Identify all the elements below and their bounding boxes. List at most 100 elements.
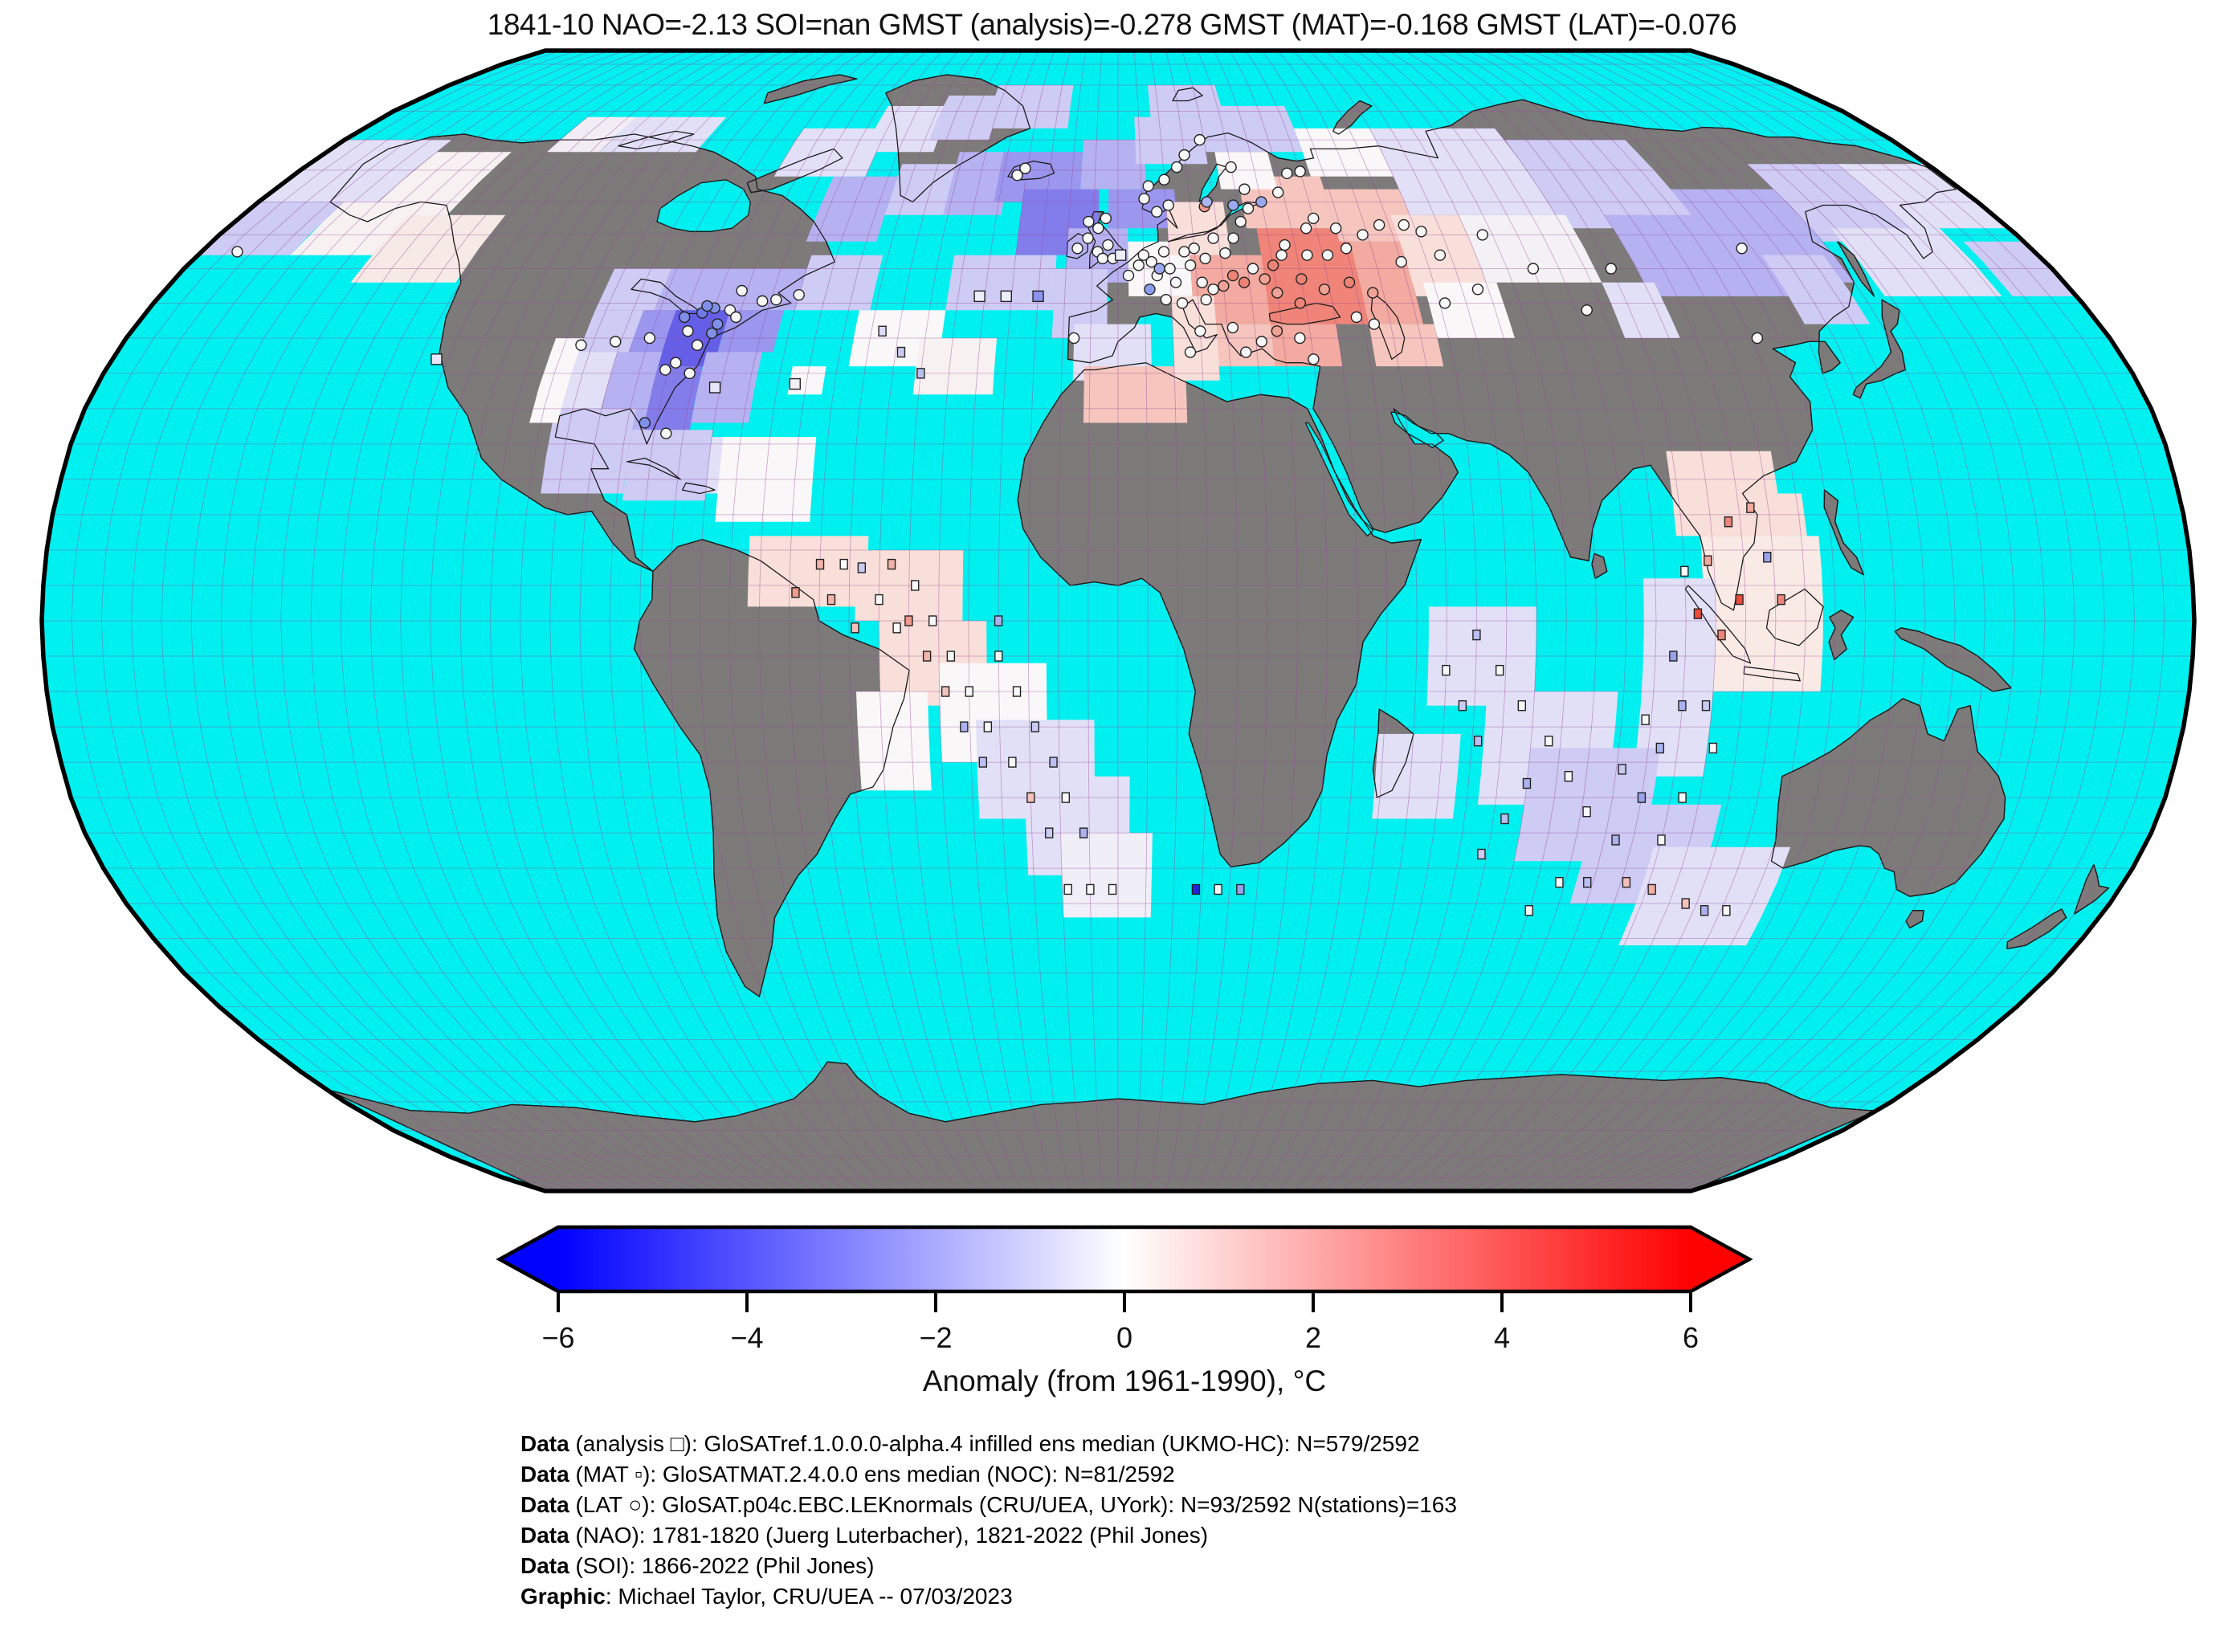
mat-square-marker xyxy=(1701,700,1711,712)
lat-station-circle-marker xyxy=(793,288,805,301)
colorbar-tick-label: 2 xyxy=(1305,1321,1321,1354)
lat-station-circle-marker xyxy=(1160,293,1173,306)
anomaly-cell xyxy=(598,352,663,423)
markers-layer xyxy=(231,133,1785,916)
mat-square-marker xyxy=(1678,792,1687,803)
lat-station-circle-marker xyxy=(1301,249,1313,261)
lat-station-circle-marker xyxy=(1132,259,1145,271)
lat-station-circle-marker xyxy=(1201,196,1213,208)
lat-station-circle-marker xyxy=(1169,276,1182,288)
mat-square-marker xyxy=(1700,905,1709,916)
lat-station-circle-marker xyxy=(756,295,769,308)
mat-square-marker xyxy=(1583,876,1592,888)
lat-station-circle-marker xyxy=(1395,255,1407,268)
colorbar-tick-label: −4 xyxy=(730,1321,763,1354)
mat-square-marker xyxy=(983,721,993,732)
credit-line: Data (LAT ○): GloSAT.p04c.EBC.LEKnormals… xyxy=(520,1492,1457,1517)
mat-square-marker xyxy=(994,615,1003,626)
lat-station-circle-marker xyxy=(770,293,782,306)
mat-square-marker xyxy=(994,651,1003,662)
credit-line: Data (SOI): 1866-2022 (Phil Jones) xyxy=(520,1553,875,1578)
mat-square-marker xyxy=(928,615,937,626)
mat-square-marker xyxy=(1458,700,1467,712)
mat-square-marker xyxy=(1063,883,1072,895)
mat-square-marker xyxy=(1012,686,1022,697)
lat-station-circle-marker xyxy=(1279,239,1291,251)
lat-station-circle-marker xyxy=(1219,247,1231,259)
anomaly-map xyxy=(39,48,2197,1193)
mat-square-marker xyxy=(887,558,896,570)
lat-station-circle-marker xyxy=(1294,297,1307,309)
anomaly-cell xyxy=(1214,152,1278,190)
mat-square-marker xyxy=(916,368,925,379)
lat-station-circle-marker xyxy=(1226,269,1239,282)
mat-square-marker xyxy=(1500,813,1509,825)
lat-station-circle-marker xyxy=(1178,246,1190,258)
lat-station-circle-marker xyxy=(1238,276,1251,288)
colorbar-tick-label: 0 xyxy=(1116,1321,1132,1354)
lat-station-circle-marker xyxy=(1329,222,1342,235)
colorbar-tick-label: −2 xyxy=(919,1321,952,1354)
mat-square-marker xyxy=(857,562,867,573)
mat-square-marker xyxy=(1473,735,1483,747)
mat-square-marker xyxy=(922,651,932,662)
anomaly-cell xyxy=(691,352,762,423)
mat-square-marker xyxy=(1442,664,1451,676)
analysis-square-marker xyxy=(1032,290,1044,303)
mat-square-marker xyxy=(1777,593,1785,606)
lat-station-circle-marker xyxy=(575,339,587,351)
lat-station-circle-marker xyxy=(712,318,724,330)
mat-square-marker xyxy=(1545,735,1553,747)
anomaly-cell xyxy=(546,116,637,153)
lat-station-circle-marker xyxy=(1255,196,1267,208)
mat-square-marker xyxy=(826,593,836,606)
lat-station-circle-marker xyxy=(1184,259,1197,271)
lat-station-circle-marker xyxy=(1096,252,1109,265)
anomaly-cell xyxy=(1369,128,1556,215)
analysis-square-marker xyxy=(1114,249,1127,261)
anomaly-cell xyxy=(984,85,1074,128)
colorbar-axis-label: Anomaly (from 1961-1990), °C xyxy=(923,1364,1326,1397)
anomaly-cell xyxy=(1602,282,1680,338)
mat-square-marker xyxy=(904,615,913,626)
mat-square-marker xyxy=(875,593,883,606)
credit-line: Graphic: Michael Taylor, CRU/UEA -- 07/0… xyxy=(520,1584,1013,1609)
lat-station-circle-marker xyxy=(706,327,718,340)
lat-station-circle-marker xyxy=(610,336,622,348)
anomaly-cell xyxy=(928,96,1003,141)
anomaly-cell xyxy=(578,310,644,353)
lat-station-circle-marker xyxy=(1200,293,1212,306)
lat-station-circle-marker xyxy=(1247,263,1259,275)
lat-station-circle-marker xyxy=(1226,321,1239,334)
lat-station-circle-marker xyxy=(1011,169,1023,182)
world-map-svg xyxy=(39,48,2197,1193)
mat-square-marker xyxy=(878,325,887,337)
anomaly-cell xyxy=(1761,255,1871,324)
mat-square-marker xyxy=(1680,565,1689,577)
mat-square-marker xyxy=(1524,905,1533,916)
lat-station-circle-marker xyxy=(701,300,713,312)
lat-station-circle-marker xyxy=(1162,199,1174,211)
map-outline xyxy=(39,48,2197,1193)
lat-station-circle-marker xyxy=(1196,276,1208,288)
lat-station-circle-marker xyxy=(1122,269,1135,282)
lat-station-circle-marker xyxy=(670,357,682,369)
anomaly-cell xyxy=(198,202,345,255)
anomaly-cell xyxy=(912,338,998,395)
mat-square-marker xyxy=(1086,883,1095,895)
colorbar-tick-label: −6 xyxy=(541,1321,574,1354)
lat-station-circle-marker xyxy=(1092,222,1104,235)
lat-station-circle-marker xyxy=(684,367,696,380)
lat-station-circle-marker xyxy=(1476,229,1488,241)
lat-station-circle-marker xyxy=(682,325,694,337)
mat-square-marker xyxy=(1622,876,1631,888)
mat-square-marker xyxy=(1681,898,1690,909)
lat-station-circle-marker xyxy=(1415,226,1427,238)
mat-square-marker xyxy=(1517,700,1527,712)
lat-station-circle-marker xyxy=(1242,202,1255,214)
anomaly-cell xyxy=(1271,324,1343,367)
mat-square-marker xyxy=(1669,651,1678,662)
anomaly-cell xyxy=(599,116,727,153)
credit-line: Data (analysis □): GloSATref.1.0.0.0-alp… xyxy=(520,1431,1420,1456)
lat-station-circle-marker xyxy=(1321,249,1334,261)
